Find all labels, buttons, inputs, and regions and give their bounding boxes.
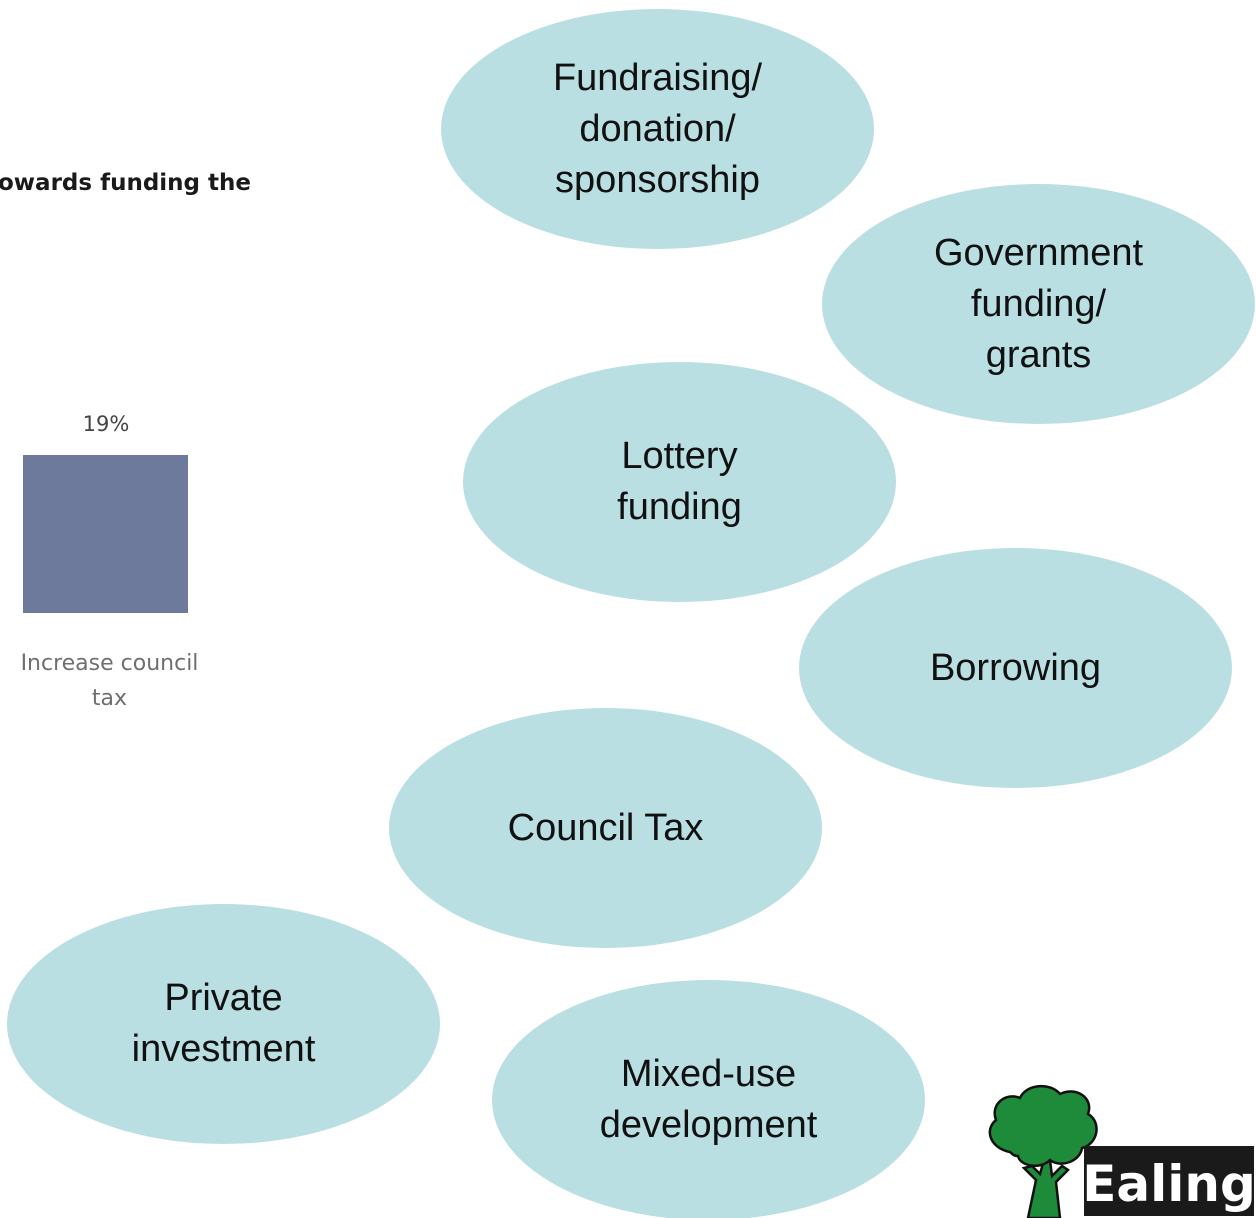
- bubble-label: Borrowing: [929, 646, 1102, 689]
- logo-wordmark: Ealing: [1082, 1155, 1256, 1213]
- bar-data-label: 19%: [82, 412, 130, 436]
- bubble-private-investment: Private investment: [7, 904, 440, 1144]
- bubble-label: Government funding/ grants: [933, 231, 1144, 376]
- bubble-label: Council Tax: [507, 806, 704, 849]
- oak-tree-icon: [988, 1085, 1098, 1218]
- bubble-borrowing: Borrowing: [799, 548, 1232, 788]
- ealing-logo: Ealing: [988, 1085, 1256, 1218]
- bubble-fundraising: Fundraising/ donation/ sponsorship: [441, 9, 874, 249]
- bar-category-label: Increase council tax: [20, 651, 199, 711]
- bubble-label: Mixed-use development: [599, 1053, 818, 1146]
- logo-plate: [1084, 1146, 1254, 1216]
- bubble-lottery-funding: Lottery funding: [463, 362, 896, 602]
- bubble-label: Fundraising/ donation/ sponsorship: [552, 56, 763, 201]
- bar-increase-council-tax: [23, 455, 188, 613]
- bubble-council-tax: Council Tax: [389, 708, 822, 948]
- bubble-government-funding: Government funding/ grants: [822, 184, 1255, 424]
- bubble-mixed-use-development: Mixed-use development: [492, 980, 925, 1218]
- bubble-label: Private investment: [131, 977, 316, 1070]
- chart-title-partial: owards funding the: [0, 170, 251, 196]
- bubble-label: Lottery funding: [617, 435, 742, 528]
